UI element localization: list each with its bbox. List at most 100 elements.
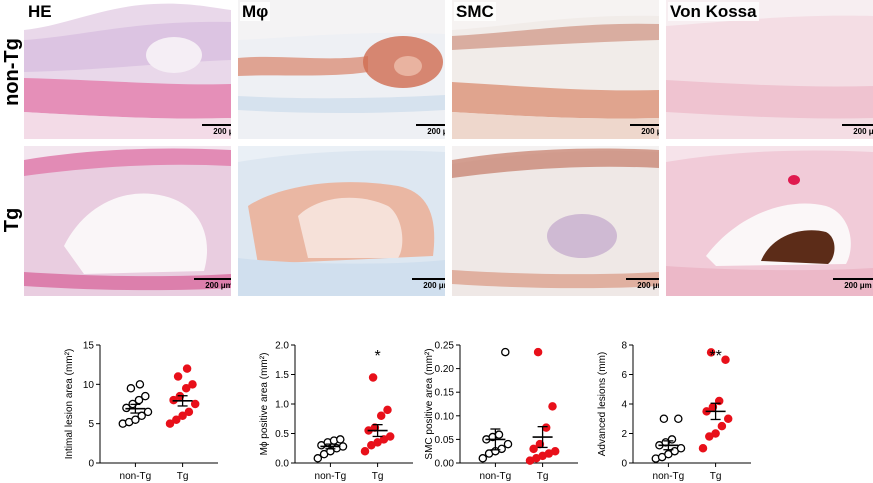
y-tick-label: 0 [88, 459, 94, 470]
data-point [368, 373, 378, 382]
micrograph-he-nontg: 200 μm HE [24, 0, 231, 139]
x-tick-label: non-Tg [315, 471, 347, 482]
data-point [313, 454, 323, 463]
significance-marker: ** [709, 348, 721, 365]
data-point [548, 402, 557, 411]
data-point [188, 380, 197, 389]
y-axis-label: Mϕ positive area (mm²) [259, 353, 270, 456]
y-tick-label: 0 [621, 459, 627, 470]
y-tick-label: 0.05 [435, 435, 455, 446]
column-label-macrophage: Mφ [240, 2, 271, 21]
data-point [181, 384, 191, 393]
scale-bar-label: 200 μm [641, 127, 659, 136]
data-point [184, 407, 194, 417]
y-tick-label: 4 [621, 400, 627, 411]
data-point [723, 414, 733, 424]
data-point [706, 348, 716, 357]
y-tick-label: 1.0 [275, 400, 289, 411]
data-point [131, 415, 140, 424]
data-point [385, 432, 395, 441]
scale-bar: 200 μm [198, 124, 231, 139]
micrograph-vonkossa-tg: 200 μm [666, 146, 873, 296]
y-tick-label: 0.0 [275, 459, 289, 470]
chart-macrophage-positive-area: 0.0 0.5 1.0 1.5 2.0 Mϕ positive area (mm²) non… [255, 335, 425, 483]
chart-advanced-lesions: 0 2 4 6 8 Advanced lesions (mm) non-Tg Tg ** [593, 335, 763, 483]
y-tick-label: 10 [83, 380, 95, 391]
data-point [659, 414, 669, 424]
micrograph-smc-nontg: 200 μm SMC [452, 0, 659, 139]
scale-bar-label: 200 μm [427, 127, 445, 136]
plot-area: 0 5 10 15 Intimal lesion area (mm²) non-Tg Tg [64, 341, 218, 482]
significance-marker: * [374, 348, 380, 365]
data-point [135, 380, 145, 389]
x-tick-label: non-Tg [653, 471, 685, 482]
micrograph-smc-tg: 200 μm [452, 146, 659, 296]
data-point [674, 414, 683, 424]
data-point [137, 411, 146, 421]
y-tick-label: 0.00 [435, 459, 455, 470]
data-point [698, 444, 708, 453]
scale-bar: 200 μm [408, 278, 445, 294]
scale-bar-label: 200 μm [637, 281, 659, 290]
data-point [178, 411, 187, 421]
data-point [717, 421, 727, 431]
data-point [667, 435, 677, 444]
data-point [541, 423, 551, 432]
data-point [478, 454, 488, 463]
data-point [360, 446, 370, 456]
data-point [376, 411, 386, 421]
data-point [676, 444, 686, 453]
chart-intimal-lesion-area: 0 5 10 15 Intimal lesion area (mm²) non-Tg Tg [60, 335, 230, 483]
scale-bar: 200 μm [412, 124, 445, 139]
data-point [338, 442, 348, 451]
scale-bar: 200 μm [829, 278, 873, 294]
data-point [529, 444, 538, 454]
x-tick-label: non-Tg [480, 471, 512, 482]
scale-bar-label: 200 μm [853, 127, 873, 136]
x-tick-label: non-Tg [120, 471, 152, 482]
data-point [172, 415, 181, 424]
x-tick-label: Tg [372, 471, 384, 482]
data-point [383, 405, 392, 415]
data-point [143, 407, 153, 417]
data-point [173, 372, 183, 381]
data-point [721, 355, 730, 364]
micrograph-vonkossa-nontg: 200 μm Von Kossa [666, 0, 873, 139]
data-point [503, 439, 513, 449]
y-tick-label: 1.5 [275, 370, 289, 381]
data-point [711, 429, 720, 438]
data-point [550, 446, 560, 456]
y-tick-label: 0.20 [435, 364, 455, 375]
column-label-von-kossa: Von Kossa [668, 2, 759, 21]
data-point [182, 364, 192, 373]
scale-bar: 200 μm [190, 278, 231, 294]
y-tick-label: 5 [88, 419, 94, 430]
scale-bar: 200 μm [622, 278, 659, 294]
row-label-non-tg: non-Tg [1, 38, 23, 106]
y-tick-label: 15 [83, 341, 95, 352]
data-point [336, 435, 345, 444]
scale-bar-label: 200 μm [205, 281, 231, 290]
y-axis-label: Intimal lesion area (mm²) [64, 349, 75, 460]
y-axis-label: Advanced lesions (mm) [597, 352, 608, 456]
y-tick-label: 6 [621, 370, 627, 381]
plot-area: 0.0 0.5 1.0 1.5 2.0 Mϕ positive area (mm²) non… [259, 341, 413, 482]
x-tick-label: Tg [177, 471, 189, 482]
column-label-he: HE [26, 2, 54, 21]
data-point [126, 384, 136, 393]
data-point [533, 347, 543, 357]
y-tick-label: 0.15 [435, 388, 455, 399]
chart-smc-positive-area: 0.00 0.05 0.10 0.15 0.20 0.25 SMC positive are… [420, 335, 590, 483]
data-point [494, 430, 504, 439]
data-point [165, 419, 175, 428]
y-tick-label: 0.25 [435, 341, 455, 352]
data-point [141, 391, 150, 401]
scale-bar-label: 200 μm [423, 281, 445, 290]
data-point [134, 395, 144, 405]
data-point [497, 444, 506, 454]
x-tick-label: Tg [710, 471, 722, 482]
y-tick-label: 0.5 [275, 429, 289, 440]
scale-bar: 200 μm [626, 124, 659, 139]
